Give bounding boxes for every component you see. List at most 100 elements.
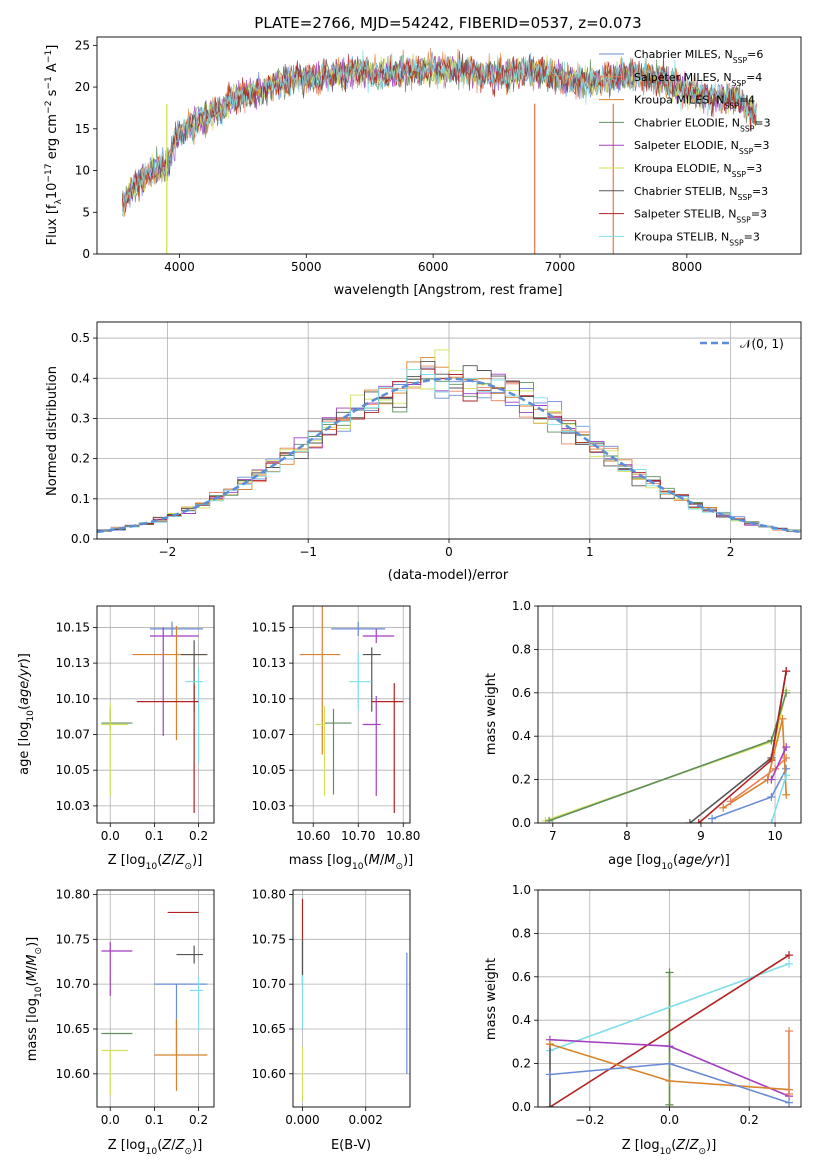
x-tick-label: 0.002 bbox=[349, 1113, 383, 1127]
y-tick-label: 0.3 bbox=[71, 411, 90, 425]
x-tick-label: 1 bbox=[586, 545, 594, 559]
x-tick-label: 0.000 bbox=[285, 1113, 319, 1127]
legend-label: Salpeter MILES, NSSP=4 bbox=[634, 71, 762, 88]
y-tick-label: 10.80 bbox=[252, 887, 286, 901]
x-tick-label: 10.80 bbox=[386, 829, 420, 843]
mass_vs_ebv-plot-area bbox=[301, 898, 408, 1101]
y-tick-label: 0.6 bbox=[512, 970, 531, 984]
y-tick-label: 5 bbox=[82, 205, 90, 219]
y-axis-label: mass [log10(M/M⊙)] bbox=[25, 937, 44, 1061]
y-tick-label: 10.13 bbox=[56, 656, 90, 670]
y-tick-label: 15 bbox=[75, 122, 90, 136]
x-tick-label: 8000 bbox=[672, 260, 703, 274]
x-tick-label: 7000 bbox=[545, 260, 576, 274]
x-tick-label: 0.2 bbox=[740, 1113, 759, 1127]
y-tick-label: 10.07 bbox=[252, 727, 286, 741]
y-axis-label: Normed distribution bbox=[45, 366, 60, 496]
y-tick-label: 10.60 bbox=[252, 1067, 286, 1081]
x-axis-label: (data-model)/error bbox=[388, 568, 509, 583]
y-tick-label: 10.05 bbox=[252, 763, 286, 777]
x-axis-label: Z [log10(Z/Z⊙)] bbox=[108, 1138, 203, 1157]
legend-label: Chabrier ELODIE, NSSP=3 bbox=[634, 116, 771, 132]
mass_vs_Z-plot-area bbox=[101, 911, 208, 1096]
residuals-plot-area bbox=[97, 349, 801, 534]
normal-curve bbox=[97, 377, 801, 534]
x-tick-label: 0.0 bbox=[101, 1113, 120, 1127]
axes-frame bbox=[537, 605, 802, 824]
x-tick-label: −2 bbox=[159, 545, 177, 559]
mass-weight-line bbox=[722, 718, 787, 809]
legend-label: Kroupa MILES, NSSP=4 bbox=[634, 94, 755, 111]
x-tick-label: 0.1 bbox=[145, 829, 164, 843]
age_vs_Z-axes: 0.0 0.1 0.2 10.03 10.05 10.07 10.10 10.13 10.15 bbox=[56, 605, 215, 843]
mass-weight-line bbox=[548, 692, 787, 822]
mass-weight-line bbox=[545, 690, 787, 822]
figure-title: PLATE=2766, MJD=54242, FIBERID=0537, z=0… bbox=[254, 14, 641, 32]
y-tick-label: 0 bbox=[82, 247, 90, 261]
x-tick-label: 0.2 bbox=[189, 829, 208, 843]
x-axis-label: Z [log10(Z/Z⊙)] bbox=[622, 1138, 717, 1157]
x-tick-label: 6000 bbox=[418, 260, 449, 274]
axes-frame bbox=[96, 36, 802, 255]
x-tick-label: −0.2 bbox=[575, 1113, 604, 1127]
residuals-axes: −2 −1 0 1 2 0.0 0.1 0.2 0.3 0.4 0.5 bbox=[71, 321, 802, 559]
axes-frame bbox=[96, 321, 802, 540]
x-tick-label: 0.1 bbox=[145, 1113, 164, 1127]
y-tick-label: 0.4 bbox=[512, 729, 531, 743]
spectrum-line bbox=[122, 53, 757, 213]
y-tick-label: 10.65 bbox=[56, 1022, 90, 1036]
spectrum-axes: 4000 5000 6000 7000 8000 0 5 10 15 20 25 bbox=[75, 36, 802, 274]
mass_vs_Z-axes: 0.0 0.1 0.2 10.60 10.65 10.70 10.75 10.80 bbox=[56, 887, 215, 1127]
axes-frame bbox=[292, 605, 411, 824]
y-tick-label: 10.10 bbox=[252, 692, 286, 706]
y-axis-label: mass weight bbox=[484, 958, 499, 1040]
x-tick-label: 2 bbox=[727, 545, 735, 559]
mass-weight-line bbox=[698, 670, 787, 823]
legend-label: Chabrier STELIB, NSSP=3 bbox=[634, 185, 768, 202]
x-tick-label: 9 bbox=[697, 829, 705, 843]
y-tick-label: 10.75 bbox=[252, 932, 286, 946]
x-axis-label: age [log10(age/yr)] bbox=[608, 853, 730, 872]
y-tick-label: 1.0 bbox=[512, 599, 531, 613]
axes-frame bbox=[537, 889, 802, 1108]
y-tick-label: 0.8 bbox=[512, 642, 531, 656]
y-tick-label: 10.60 bbox=[56, 1067, 90, 1081]
massweight_vs_age-plot-area bbox=[541, 667, 791, 823]
mass-weight-line bbox=[770, 746, 787, 780]
legend-label: Chabrier MILES, NSSP=6 bbox=[634, 48, 763, 65]
x-axis-label: wavelength [Angstrom, rest frame] bbox=[334, 283, 563, 298]
y-tick-label: 10.05 bbox=[56, 763, 90, 777]
x-tick-label: 0 bbox=[445, 545, 453, 559]
x-axis-label: Z [log10(Z/Z⊙)] bbox=[108, 853, 203, 872]
x-axis-label: mass [log10(M/M⊙)] bbox=[289, 853, 413, 872]
x-tick-label: 0.2 bbox=[189, 1113, 208, 1127]
y-tick-label: 10 bbox=[75, 164, 90, 178]
x-tick-label: 0.0 bbox=[101, 829, 120, 843]
y-tick-label: 0.8 bbox=[512, 926, 531, 940]
massweight_vs_Z-axes: −0.2 0.0 0.2 0.0 0.2 0.4 0.6 0.8 1.0 bbox=[512, 883, 802, 1127]
y-tick-label: 0.0 bbox=[71, 532, 90, 546]
histogram-step bbox=[97, 349, 801, 532]
y-tick-label: 0.1 bbox=[71, 492, 90, 506]
legend-label: Kroupa STELIB, NSSP=3 bbox=[634, 230, 760, 247]
y-tick-label: 10.15 bbox=[252, 620, 286, 634]
y-tick-label: 1.0 bbox=[512, 883, 531, 897]
x-tick-label: 10 bbox=[767, 829, 782, 843]
x-axis-label: E(B-V) bbox=[331, 1138, 371, 1153]
y-tick-label: 10.75 bbox=[56, 932, 90, 946]
legend: Chabrier MILES, NSSP=6 Salpeter MILES, NS… bbox=[599, 48, 771, 247]
x-tick-label: 7 bbox=[549, 829, 557, 843]
x-tick-label: 10.60 bbox=[296, 829, 330, 843]
y-tick-label: 10.13 bbox=[252, 656, 286, 670]
y-tick-label: 10.70 bbox=[56, 977, 90, 991]
y-axis-label: Flux [fλ10−17 erg cm−2 s−1 A−1] bbox=[44, 45, 64, 246]
x-tick-label: 8 bbox=[623, 829, 631, 843]
x-tick-label: 4000 bbox=[164, 260, 195, 274]
y-tick-label: 25 bbox=[75, 38, 90, 52]
y-tick-label: 0.4 bbox=[71, 371, 90, 385]
y-tick-label: 20 bbox=[75, 80, 90, 94]
massweight_vs_age-axes: 7 8 9 10 0.0 0.2 0.4 0.6 0.8 1.0 bbox=[512, 599, 802, 843]
y-tick-label: 10.70 bbox=[252, 977, 286, 991]
age_vs_mass-axes: 10.60 10.70 10.80 10.03 10.05 10.07 10.10 10.13… bbox=[252, 605, 420, 843]
